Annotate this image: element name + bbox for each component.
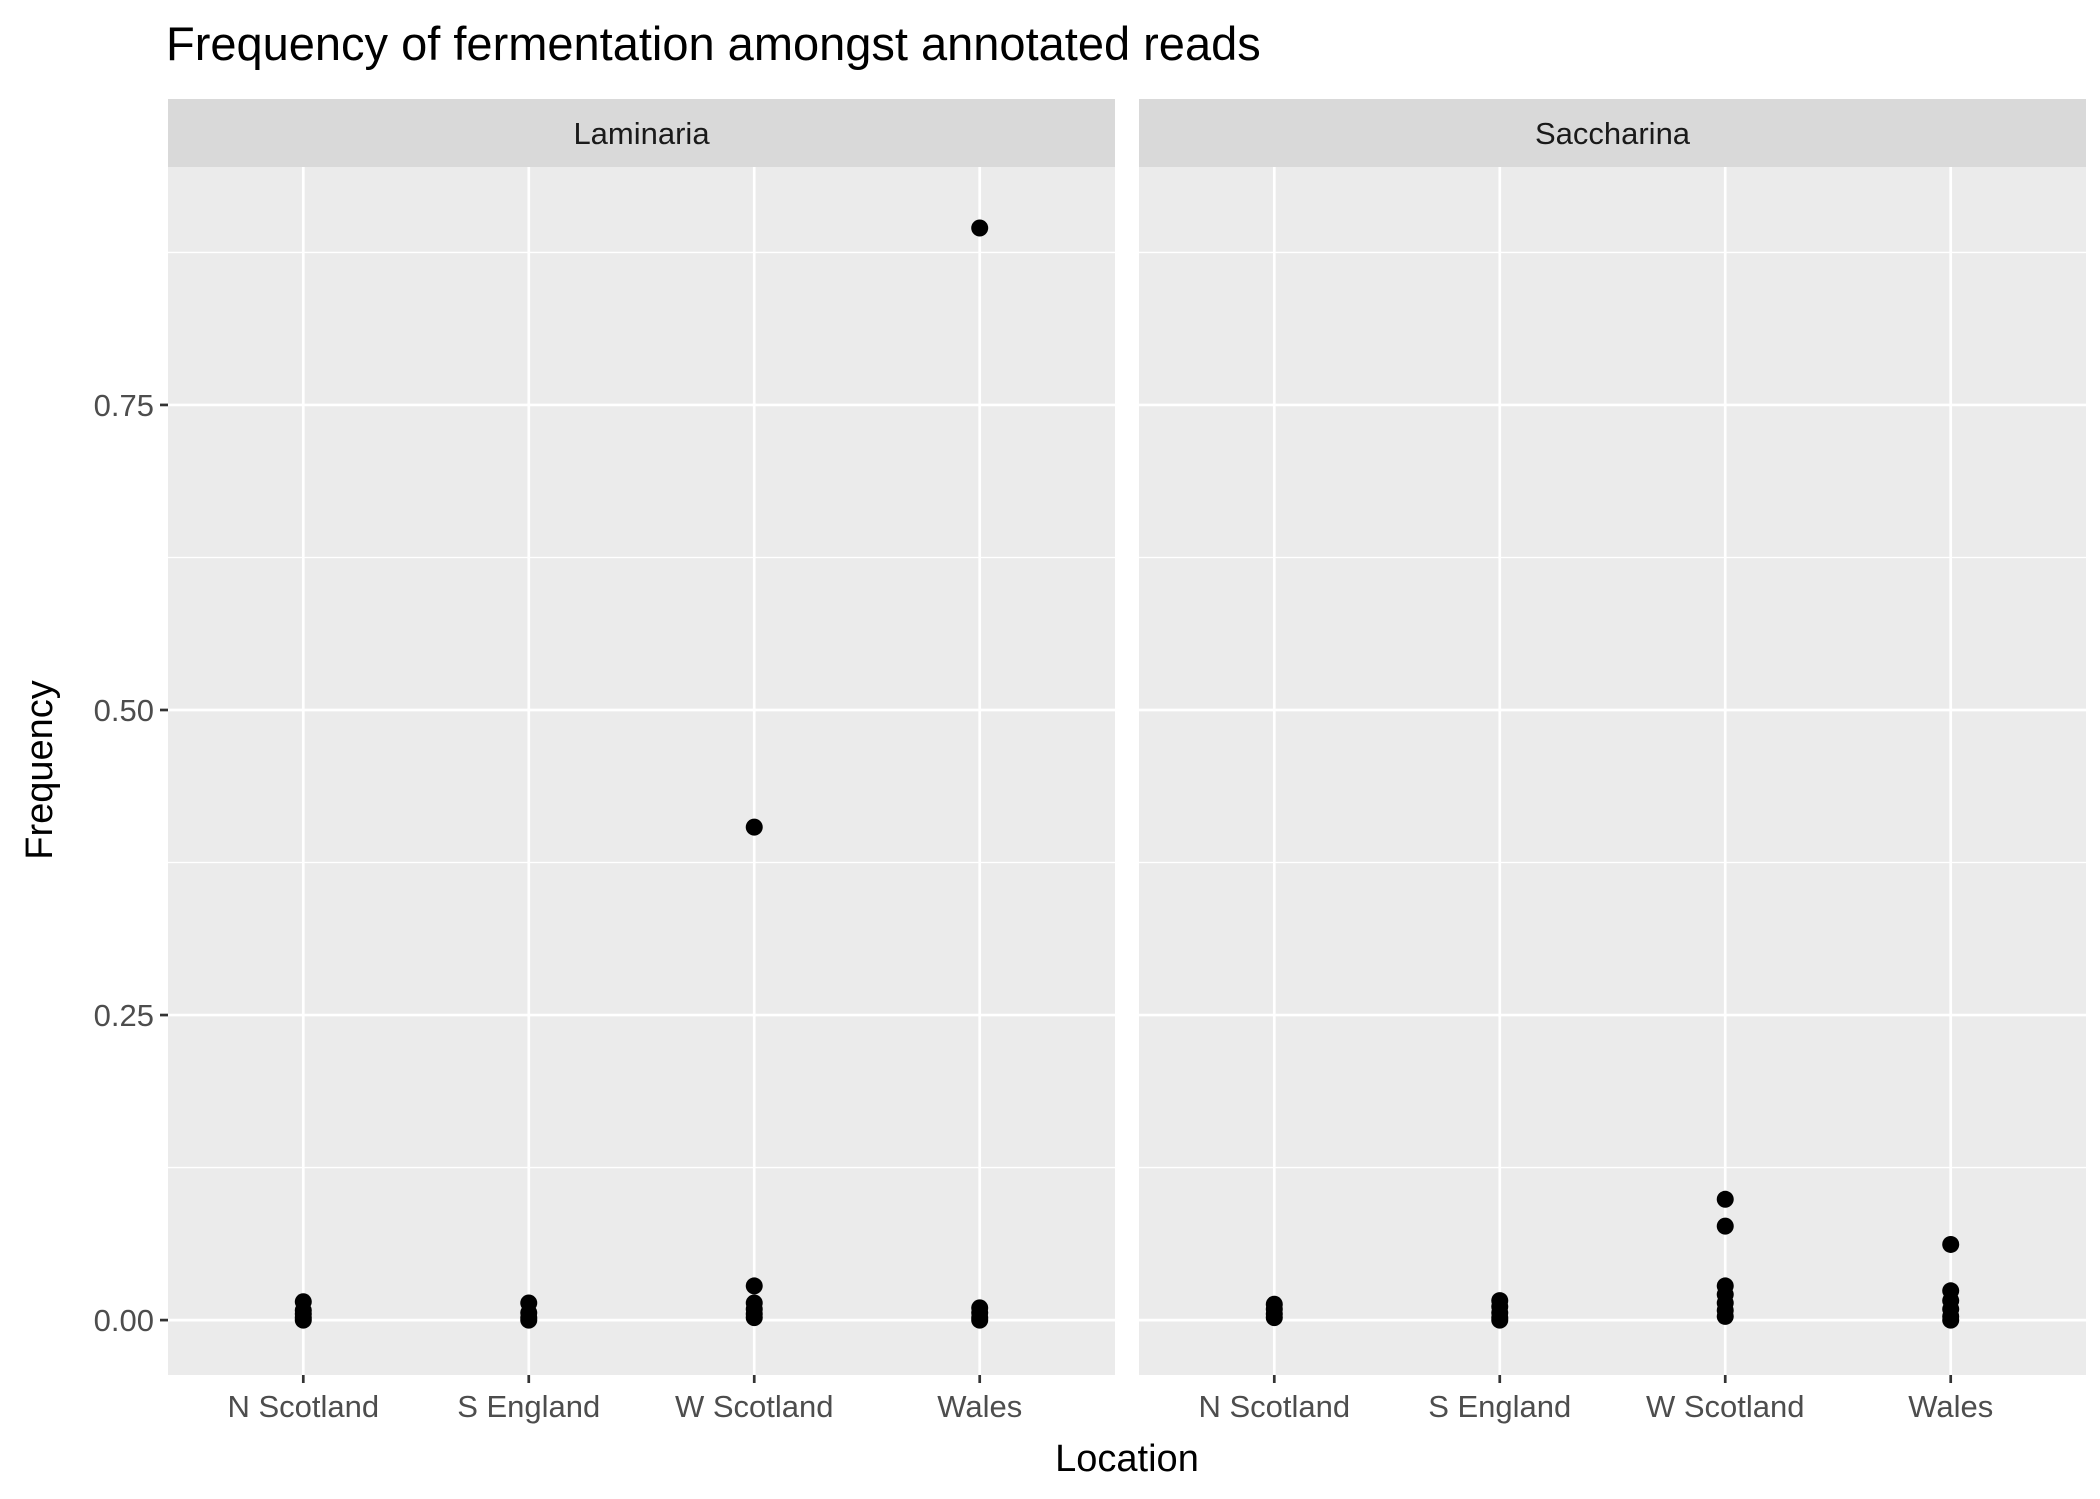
data-point: [1716, 1217, 1734, 1235]
data-point: [971, 219, 989, 237]
facet-strip-label: Laminaria: [573, 116, 710, 151]
facet-strip: [1139, 99, 2086, 167]
data-point: [1942, 1235, 1960, 1253]
x-tick-label: W Scotland: [1646, 1389, 1805, 1424]
y-tick-label: 0.75: [94, 388, 154, 423]
y-tick-label: 0.25: [94, 998, 154, 1033]
data-point: [1491, 1311, 1509, 1329]
data-point: [745, 1309, 763, 1327]
data-point: [1265, 1309, 1283, 1327]
data-point: [745, 818, 763, 836]
x-tick-label: W Scotland: [675, 1389, 834, 1424]
x-tick-label: Wales: [937, 1389, 1022, 1424]
data-point: [520, 1311, 538, 1329]
facet-strip-label: Saccharina: [1535, 116, 1691, 151]
y-axis: 0.00 0.25 0.50 0.75: [94, 388, 168, 1338]
data-point: [1716, 1190, 1734, 1208]
x-tick-label: S England: [1428, 1389, 1571, 1424]
data-point: [745, 1277, 763, 1295]
facet-panel-saccharina: Saccharina N Scotland S England W Scotland W…: [1139, 99, 2086, 1424]
facet-strip: [168, 99, 1115, 167]
panel-background: [1139, 167, 2086, 1375]
data-point: [971, 1311, 989, 1329]
x-tick-label: N Scotland: [1198, 1389, 1350, 1424]
x-axis-title: Location: [1055, 1438, 1199, 1480]
x-tick-label: S England: [457, 1389, 600, 1424]
panel-background: [168, 167, 1115, 1375]
y-tick-label: 0.00: [94, 1303, 154, 1338]
data-point: [1942, 1311, 1960, 1329]
data-point: [1716, 1307, 1734, 1325]
y-tick-label: 0.50: [94, 693, 154, 728]
facet-panel-laminaria: Laminaria N Scotland S England W Scotland Wa…: [168, 99, 1115, 1424]
data-point: [294, 1311, 312, 1329]
x-tick-label: N Scotland: [227, 1389, 379, 1424]
facet-panels: Laminaria N Scotland S England W Scotland Wa…: [168, 99, 2086, 1424]
x-tick-label: Wales: [1908, 1389, 1993, 1424]
chart-title: Frequency of fermentation amongst annota…: [166, 17, 1261, 70]
y-axis-title: Frequency: [19, 680, 61, 860]
